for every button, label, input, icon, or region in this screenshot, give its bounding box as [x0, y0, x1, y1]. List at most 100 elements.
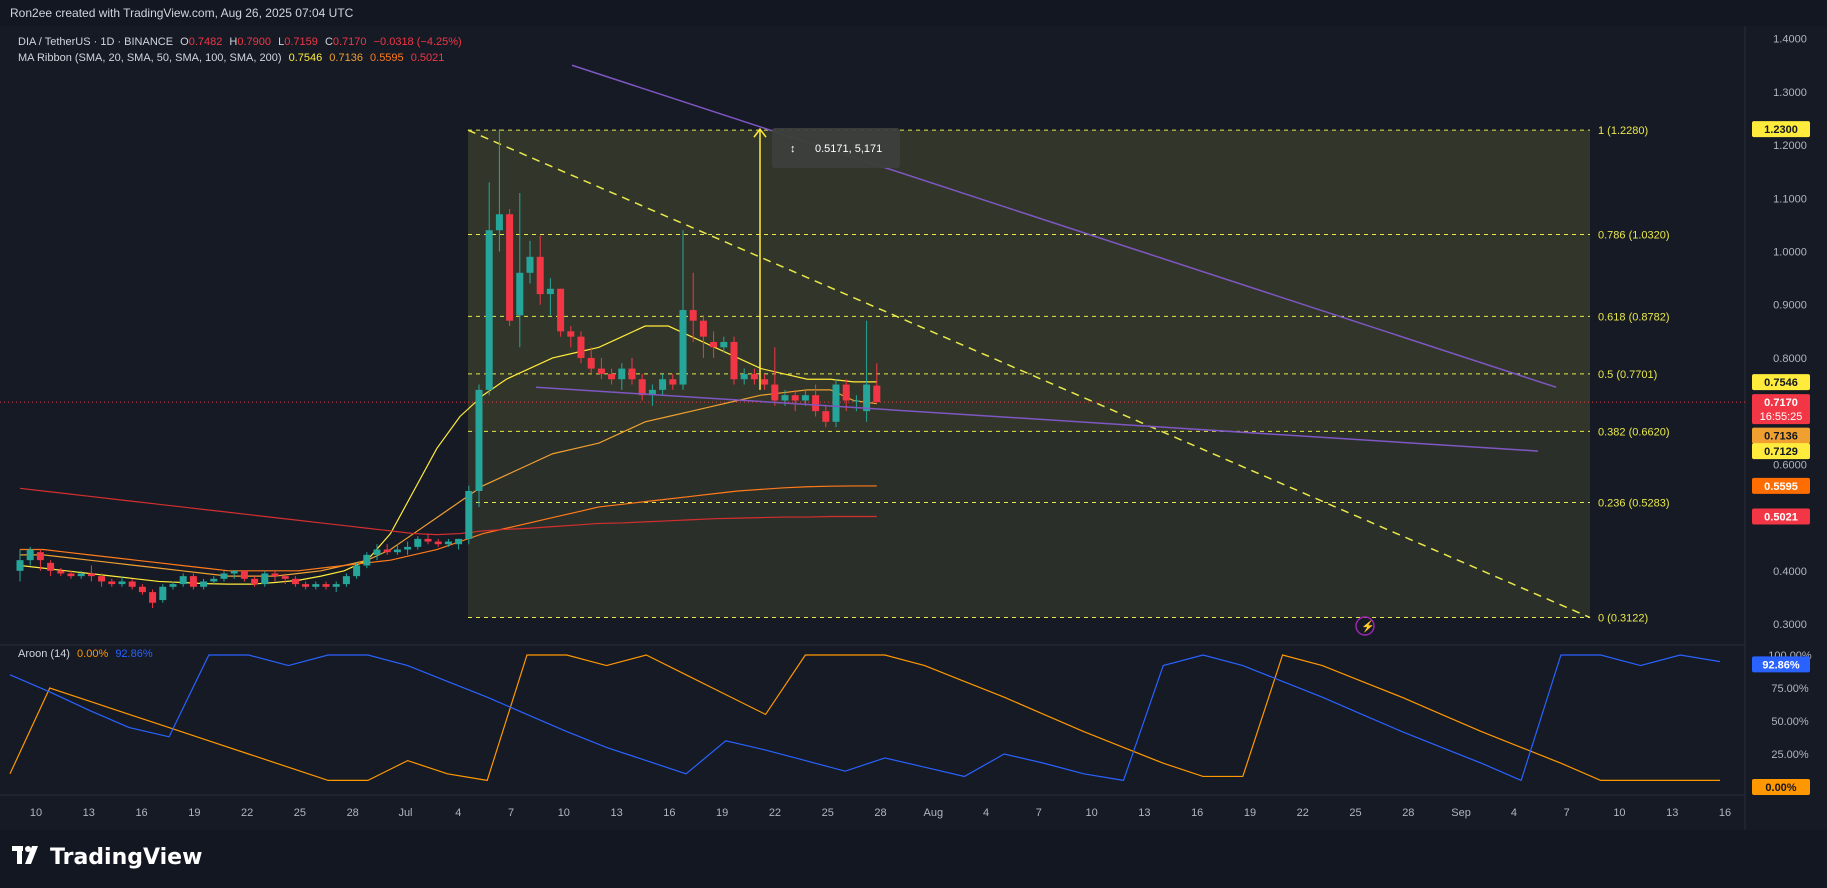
- candle-body: [720, 341, 728, 348]
- aroon-label: Aroon (14): [18, 648, 70, 660]
- time-tick-label: 19: [1244, 807, 1256, 819]
- candle-body: [179, 576, 187, 585]
- countdown-label: 16:55:25: [1760, 411, 1803, 423]
- ohlc-close-label: C: [324, 36, 333, 48]
- candle-body: [220, 573, 228, 579]
- candle-body: [536, 256, 544, 295]
- candle-body: [516, 272, 524, 316]
- time-tick-label: 13: [1666, 807, 1678, 819]
- candle-body: [332, 584, 340, 587]
- time-tick-label: 10: [1086, 807, 1098, 819]
- price-tick-label: 1.0000: [1773, 247, 1807, 259]
- time-tick-label: Jul: [398, 807, 412, 819]
- aroon-tick-label: 25.00%: [1771, 749, 1809, 761]
- ma-line-2: [20, 389, 877, 577]
- candle-body: [322, 584, 330, 587]
- time-tick-label: 10: [1613, 807, 1625, 819]
- candle-body: [740, 373, 748, 380]
- price-tag-label: 0.5021: [1764, 511, 1798, 523]
- time-tick-label: 13: [1138, 807, 1150, 819]
- candle-body: [495, 214, 503, 231]
- candle-body: [118, 581, 126, 585]
- candle-body: [750, 373, 758, 380]
- time-tick-label: 16: [1191, 807, 1203, 819]
- price-tag-label: 0.7136: [1764, 431, 1798, 443]
- price-tick-label: 0.8000: [1773, 353, 1807, 365]
- time-tick-label: 13: [610, 807, 622, 819]
- ohlc-close: 0.7170: [332, 36, 367, 48]
- candle-body: [822, 411, 830, 422]
- aroon-up-value: 92.86%: [115, 648, 153, 660]
- price-chart[interactable]: 1 (1.2280) 0.786 (1.0320) 0.618 (0.8782) 0.…: [0, 0, 1827, 830]
- price-tag-bg: [1752, 443, 1810, 460]
- ma-ribbon-label: MA Ribbon (SMA, 20, SMA, 50, SMA, 100, S…: [18, 52, 282, 64]
- candle-body: [597, 368, 605, 374]
- candle-body: [608, 373, 616, 380]
- aroon-up-tag: 92.86%: [1762, 659, 1800, 671]
- fib-level-label: 0.382 (0.6620): [1598, 426, 1670, 438]
- time-tick-label: 4: [983, 807, 989, 819]
- measure-icon: ↕: [790, 143, 796, 155]
- candle-body: [455, 538, 463, 545]
- candle-body: [648, 389, 656, 396]
- candle-body: [16, 560, 24, 571]
- ma20-value: 0.7546: [288, 52, 323, 64]
- price-tag-bg: [1752, 374, 1810, 391]
- candle-body: [730, 341, 738, 380]
- candle-body: [812, 395, 820, 412]
- fib-level-label: 1 (1.2280): [1598, 125, 1648, 137]
- time-tick-label: 28: [874, 807, 886, 819]
- time-tick-label: 19: [716, 807, 728, 819]
- price-tag-label: 0.7546: [1764, 377, 1798, 389]
- price-tick-label: 0.3000: [1773, 619, 1807, 631]
- fib-level-label: 0 (0.3122): [1598, 613, 1648, 625]
- ohlc-change: −0.0318 (−4.25%): [373, 36, 462, 48]
- price-tick-label: 1.3000: [1773, 87, 1807, 99]
- aroon-legend: Aroon (14) 0.00% 92.86%: [18, 648, 157, 660]
- price-tag-bg: [1752, 427, 1810, 444]
- alert-icon: [1355, 616, 1375, 636]
- candle-body: [546, 288, 554, 295]
- candle-body: [791, 395, 799, 401]
- footer: [0, 830, 1827, 888]
- price-tick-label: 1.4000: [1773, 34, 1807, 46]
- price-tag-bg: [1752, 508, 1810, 525]
- aroon-down-line: [9, 654, 1720, 782]
- candle-body: [77, 573, 85, 577]
- candle-body: [628, 368, 636, 380]
- candle-body: [842, 384, 850, 401]
- candle-body: [679, 310, 687, 385]
- time-tick-label: 16: [1719, 807, 1731, 819]
- time-tick-label: 25: [822, 807, 834, 819]
- candle-body: [404, 546, 412, 550]
- candle-body: [128, 581, 136, 587]
- time-tick-label: 4: [455, 807, 461, 819]
- candle-body: [832, 384, 840, 422]
- measure-tooltip-text: 0.5171, 5,171: [815, 143, 882, 155]
- aroon-up-tag-bg: [1752, 656, 1810, 673]
- aroon-down-value: 0.00%: [77, 648, 109, 660]
- candle-body: [659, 379, 667, 390]
- price-tag-bg: [1752, 477, 1810, 494]
- ma50-value: 0.7136: [329, 52, 363, 64]
- candle-body: [98, 576, 106, 582]
- candle-body: [200, 581, 208, 587]
- upper-trendline: [571, 64, 1557, 388]
- tradingview-logo[interactable]: TradingView: [12, 845, 202, 870]
- price-tag-bg: [1752, 394, 1810, 425]
- candle-body: [26, 549, 34, 561]
- candle-body: [189, 576, 197, 587]
- brand-name: TradingView: [50, 845, 203, 870]
- time-tick-label: 7: [1036, 807, 1042, 819]
- time-tick-label: 16: [135, 807, 147, 819]
- candle-body: [557, 288, 565, 332]
- candle-body: [801, 395, 809, 401]
- time-tick-label: 22: [241, 807, 253, 819]
- candle-body: [312, 584, 320, 587]
- candle-body: [291, 578, 299, 585]
- ohlc-high-label: H: [229, 36, 238, 48]
- time-tick-label: 4: [1511, 807, 1517, 819]
- candle-body: [587, 357, 595, 369]
- price-tick-label: 0.9000: [1773, 300, 1807, 312]
- candle-body: [87, 573, 95, 577]
